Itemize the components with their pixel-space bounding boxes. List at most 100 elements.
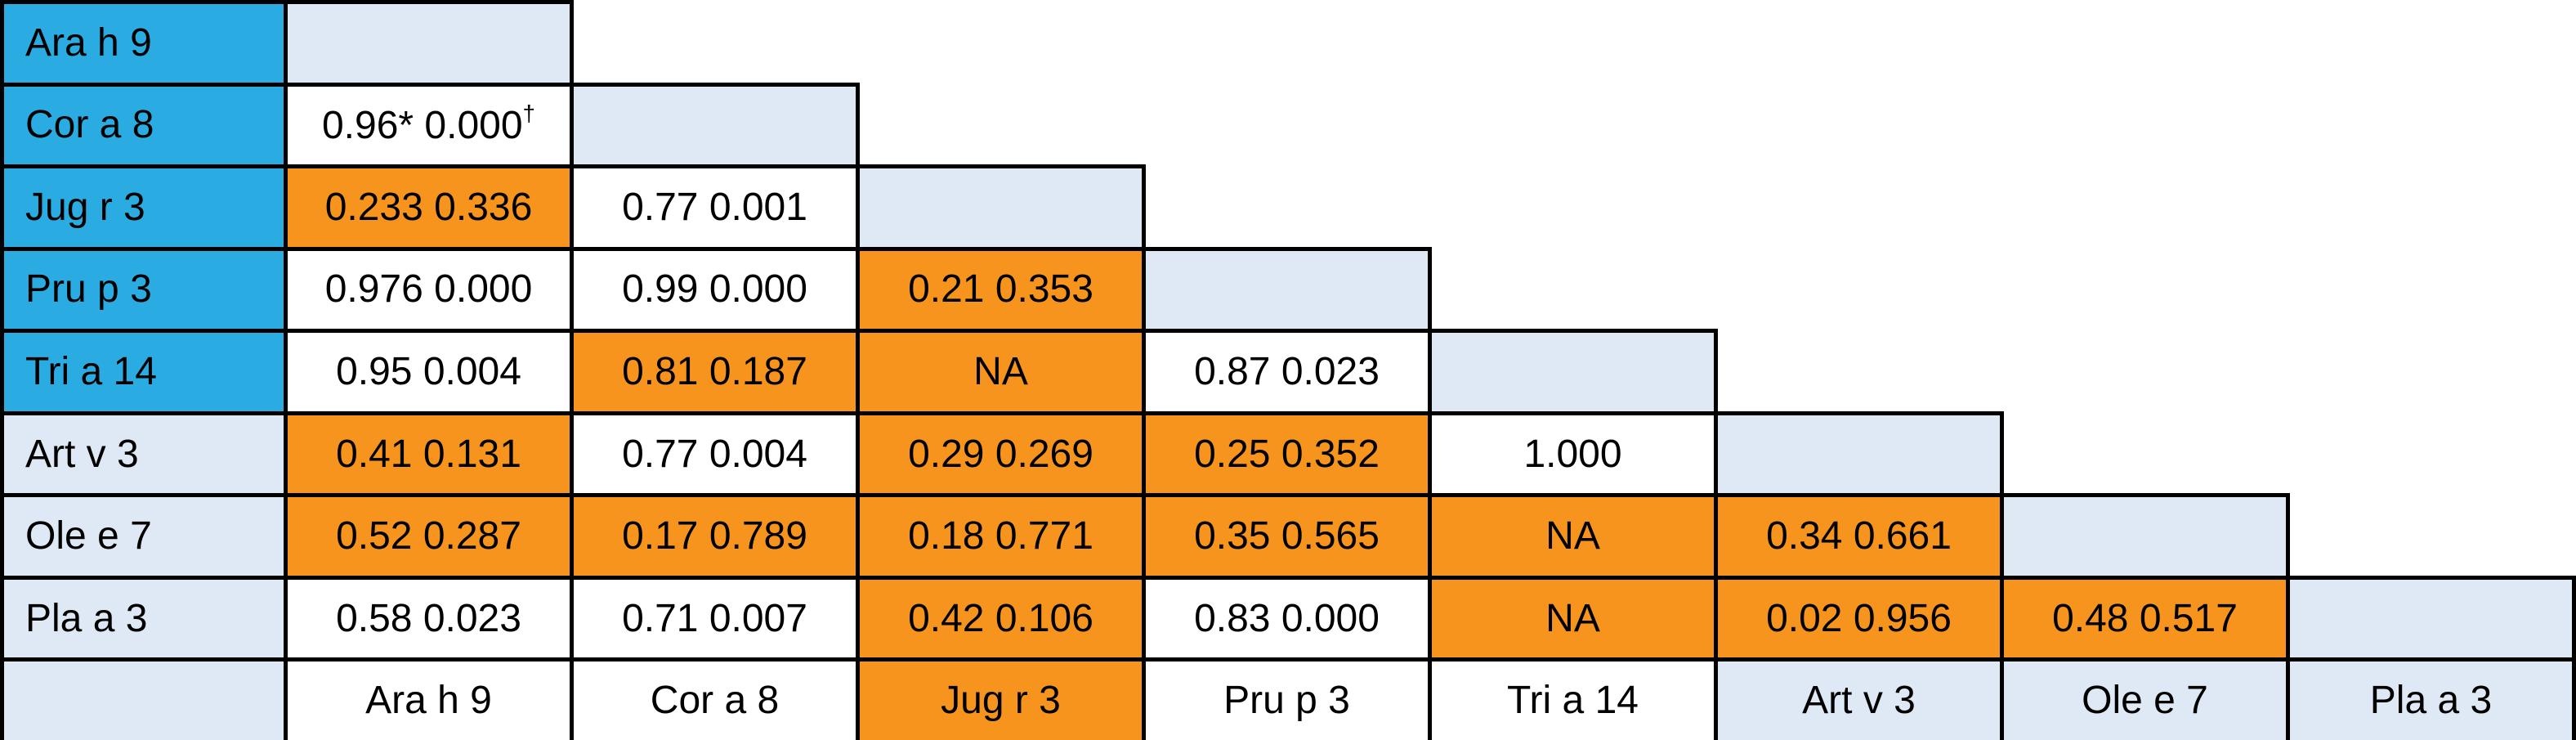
cell-value: 0.41 0.131 — [336, 432, 521, 476]
cell-value: 0.02 0.956 — [1766, 596, 1952, 640]
empty-region — [1144, 84, 1430, 167]
matrix-cell-ole-e-7-vs-pru-p-3: 0.35 0.565 — [1142, 493, 1432, 580]
row-header-tri-a-14: Tri a 14 — [0, 329, 288, 415]
empty-region — [1716, 84, 2002, 167]
column-header-row: Ara h 9 Cor a 8 Jug r 3 Pru p 3 Tri a 14 Art … — [0, 657, 2576, 740]
cell-value: NA — [1545, 596, 1600, 640]
cell-value: 0.34 0.661 — [1766, 514, 1952, 558]
matrix-cell-ole-e-7-vs-ara-h-9: 0.52 0.287 — [284, 493, 574, 580]
empty-region — [2002, 331, 2288, 414]
row-header-pla-a-3: Pla a 3 — [0, 575, 288, 662]
empty-region — [2288, 496, 2574, 578]
empty-region — [2288, 2, 2574, 85]
matrix-cell-ole-e-7-vs-art-v-3: 0.34 0.661 — [1714, 493, 2004, 580]
matrix-row-jug-r-3: Jug r 3 0.233 0.336 0.77 0.001 — [0, 164, 2574, 251]
empty-region — [2288, 331, 2574, 414]
empty-region — [858, 2, 1144, 85]
empty-region — [2288, 167, 2574, 249]
cell-value: 0.976 0.000 — [324, 267, 533, 312]
col-header-art-v-3: Art v 3 — [1714, 657, 2004, 740]
row-header-art-v-3: Art v 3 — [0, 410, 288, 498]
cell-value: 0.99 0.000 — [622, 267, 807, 312]
matrix-row-art-v-3: Art v 3 0.41 0.131 0.77 0.004 0.29 0.269 0.2… — [0, 410, 2574, 498]
matrix-row-tri-a-14: Tri a 14 0.95 0.004 0.81 0.187 NA 0.87 0.023 — [0, 329, 2574, 415]
matrix-cell-pru-p-3-vs-ara-h-9: 0.976 0.000 — [284, 246, 574, 334]
cell-value: NA — [1545, 514, 1600, 558]
matrix-cell-pla-a-3-vs-jug-r-3: 0.42 0.106 — [856, 575, 1146, 662]
matrix-cell-art-v-3-vs-jug-r-3: 0.29 0.269 — [856, 410, 1146, 498]
cell-value: 0.77 0.001 — [622, 185, 807, 229]
matrix-cell-pla-a-3-vs-pru-p-3: 0.83 0.000 — [1142, 575, 1432, 662]
cell-value: 0.81 0.187 — [622, 349, 807, 393]
matrix-cell-pla-a-3-vs-ole-e-7: 0.48 0.517 — [2000, 575, 2290, 662]
corner-cell — [0, 657, 288, 740]
empty-region — [1716, 249, 2002, 331]
col-header-cor-a-8: Cor a 8 — [570, 657, 860, 740]
cell-value: 0.17 0.789 — [622, 514, 807, 558]
matrix-row-ole-e-7: Ole e 7 0.52 0.287 0.17 0.789 0.18 0.771 0.3… — [0, 493, 2574, 580]
row-header-jug-r-3: Jug r 3 — [0, 164, 288, 251]
cell-value: 0.29 0.269 — [908, 432, 1093, 476]
col-header-ole-e-7: Ole e 7 — [2000, 657, 2290, 740]
matrix-cell-art-v-3-vs-ara-h-9: 0.41 0.131 — [284, 410, 574, 498]
empty-region — [1430, 167, 1716, 249]
matrix-cell-tri-a-14-vs-jug-r-3: NA — [856, 329, 1146, 415]
diagonal-cell-ole-e-7 — [2000, 493, 2290, 580]
empty-region — [1430, 84, 1716, 167]
cell-value: 0.52 0.287 — [336, 514, 521, 558]
diagonal-cell-tri-a-14 — [1428, 329, 1718, 415]
empty-region — [2002, 413, 2288, 496]
empty-region — [2002, 2, 2288, 85]
diagonal-cell-pla-a-3 — [2286, 575, 2576, 662]
empty-region — [1716, 2, 2002, 85]
cell-value: 0.42 0.106 — [908, 596, 1093, 640]
empty-region — [2288, 84, 2574, 167]
empty-region — [572, 2, 858, 85]
cell-value: 0.96* 0.000 — [321, 103, 523, 147]
matrix-cell-art-v-3-vs-pru-p-3: 0.25 0.352 — [1142, 410, 1432, 498]
cell-value: 0.18 0.771 — [908, 514, 1093, 558]
matrix-row-cor-a-8: Cor a 8 0.96* 0.000† — [0, 82, 2574, 169]
matrix-row-pla-a-3: Pla a 3 0.58 0.023 0.71 0.007 0.42 0.106 0.8… — [0, 575, 2576, 662]
empty-region — [1716, 167, 2002, 249]
empty-region — [2002, 167, 2288, 249]
diagonal-cell-cor-a-8 — [570, 82, 860, 169]
row-header-ara-h-9: Ara h 9 — [0, 0, 288, 87]
empty-region — [2288, 249, 2574, 331]
matrix-cell-ole-e-7-vs-cor-a-8: 0.17 0.789 — [570, 493, 860, 580]
cell-value: 1.000 — [1523, 432, 1622, 476]
cell-value: 0.83 0.000 — [1194, 596, 1380, 640]
matrix-cell-tri-a-14-vs-cor-a-8: 0.81 0.187 — [570, 329, 860, 415]
col-header-jug-r-3: Jug r 3 — [856, 657, 1146, 740]
cell-value: 0.77 0.004 — [622, 432, 807, 476]
row-header-cor-a-8: Cor a 8 — [0, 82, 288, 169]
empty-region — [2002, 84, 2288, 167]
empty-region — [1716, 331, 2002, 414]
cell-value: 0.35 0.565 — [1194, 514, 1380, 558]
row-header-pru-p-3: Pru p 3 — [0, 246, 288, 334]
matrix-cell-tri-a-14-vs-ara-h-9: 0.95 0.004 — [284, 329, 574, 415]
matrix-cell-ole-e-7-vs-tri-a-14: NA — [1428, 493, 1718, 580]
row-header-ole-e-7: Ole e 7 — [0, 493, 288, 580]
cell-value: 0.48 0.517 — [2052, 596, 2238, 640]
cell-value: 0.95 0.004 — [336, 349, 521, 393]
empty-region — [858, 84, 1144, 167]
cell-value: 0.25 0.352 — [1194, 432, 1380, 476]
empty-region — [1144, 167, 1430, 249]
matrix-cell-pru-p-3-vs-jug-r-3: 0.21 0.353 — [856, 246, 1146, 334]
dagger-superscript: † — [522, 101, 536, 127]
col-header-pru-p-3: Pru p 3 — [1142, 657, 1432, 740]
matrix-cell-art-v-3-vs-cor-a-8: 0.77 0.004 — [570, 410, 860, 498]
matrix-cell-tri-a-14-vs-pru-p-3: 0.87 0.023 — [1142, 329, 1432, 415]
col-header-tri-a-14: Tri a 14 — [1428, 657, 1718, 740]
cell-value: 0.233 0.336 — [324, 185, 533, 229]
matrix-cell-pla-a-3-vs-ara-h-9: 0.58 0.023 — [284, 575, 574, 662]
col-header-pla-a-3: Pla a 3 — [2286, 657, 2576, 740]
empty-region — [2288, 413, 2574, 496]
diagonal-cell-pru-p-3 — [1142, 246, 1432, 334]
matrix-cell-jug-r-3-vs-cor-a-8: 0.77 0.001 — [570, 164, 860, 251]
empty-region — [1144, 2, 1430, 85]
matrix-cell-pla-a-3-vs-cor-a-8: 0.71 0.007 — [570, 575, 860, 662]
